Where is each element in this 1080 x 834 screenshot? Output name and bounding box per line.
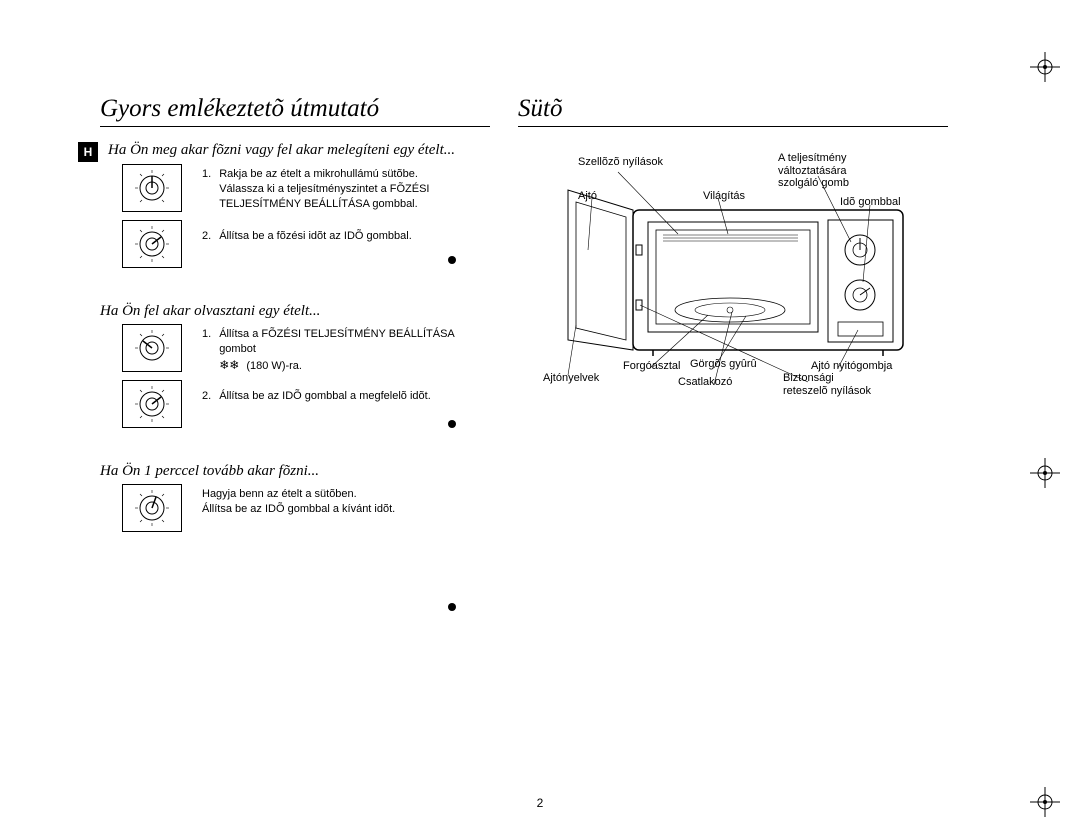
diagram-label-door: Ajtó [578, 190, 597, 203]
diagram-label-power-knob: A teljesítmény változtatására szolgáló g… [778, 152, 849, 190]
subhead-oneminute: Ha Ön 1 perccel tovább akar fõzni... [100, 463, 319, 480]
step-b1: 1. Állítsa a FÕZÉSI TELJESÍTMÉNY BEÁLLÍT… [202, 327, 492, 374]
dial-icon [122, 380, 182, 428]
diagram-label-door-latches: Ajtónyelvek [543, 372, 599, 385]
fold-bullet-icon [448, 256, 456, 264]
step-a1: 1. Rakja be az ételt a mikrohullámú sütõ… [202, 167, 492, 212]
diagram-label-roller-ring: Görgõs gyûrû [690, 358, 757, 371]
step-b2: 2. Állítsa be az IDÕ gombbal a megfelelõ… [202, 389, 492, 404]
step-text: Rakja be az ételt a mikrohullámú sütõbe.… [219, 167, 429, 212]
dial-illustrations-oneminute [122, 484, 192, 540]
step-text: Hagyja benn az ételt a sütõben. Állítsa … [202, 487, 395, 517]
step-text: Állítsa a FÕZÉSI TELJESÍTMÉNY BEÁLLÍTÁSA… [219, 327, 492, 374]
dial-icon [122, 164, 182, 212]
step-text-line: (180 W)-ra. [246, 360, 302, 372]
dial-icon [122, 324, 182, 372]
diagram-label-coupler: Csatlakozó [678, 376, 732, 389]
section-title-left: Gyors emlékeztetõ útmutató [100, 95, 490, 127]
step-number: 2. [202, 389, 219, 404]
registration-mark-icon [1030, 458, 1060, 488]
subhead-cook: Ha Ön meg akar fõzni vagy fel akar meleg… [108, 142, 455, 159]
language-badge: H [78, 142, 98, 162]
registration-mark-icon [1030, 52, 1060, 82]
step-text: Állítsa be a fõzési idõt az IDÕ gombbal. [219, 229, 412, 244]
fold-bullet-icon [448, 603, 456, 611]
diagram-label-door-open: Ajtó nyitógombja [811, 360, 892, 373]
diagram-label-safety-locks: Biztonsági reteszelõ nyílások [783, 372, 871, 397]
subhead-defrost: Ha Ön fel akar olvasztani egy ételt... [100, 303, 320, 320]
step-text: Állítsa be az IDÕ gombbal a megfelelõ id… [219, 389, 431, 404]
diagram-label-time-knob: Idõ gombbal [840, 196, 901, 209]
fold-bullet-icon [448, 420, 456, 428]
dial-icon [122, 220, 182, 268]
dial-icon [122, 484, 182, 532]
dial-illustrations-defrost [122, 324, 192, 436]
microwave-diagram: Szellõzõ nyílások Ajtó Világítás A telje… [518, 150, 948, 400]
defrost-icon: ❄❄ [219, 358, 239, 372]
step-a2: 2. Állítsa be a fõzési idõt az IDÕ gombb… [202, 229, 492, 244]
step-c1: Hagyja benn az ételt a sütõben. Állítsa … [202, 487, 492, 517]
step-text-line: Állítsa a FÕZÉSI TELJESÍTMÉNY BEÁLLÍTÁSA… [219, 328, 454, 355]
step-number: 2. [202, 229, 219, 244]
step-number: 1. [202, 167, 219, 212]
dial-illustrations-cook [122, 164, 192, 276]
section-title-right: Sütõ [518, 95, 948, 127]
page-number: 2 [0, 796, 1080, 810]
diagram-label-turntable: Forgóasztal [623, 360, 680, 373]
diagram-label-vent: Szellõzõ nyílások [578, 156, 663, 169]
diagram-label-light: Világítás [703, 190, 745, 203]
step-number: 1. [202, 327, 219, 374]
